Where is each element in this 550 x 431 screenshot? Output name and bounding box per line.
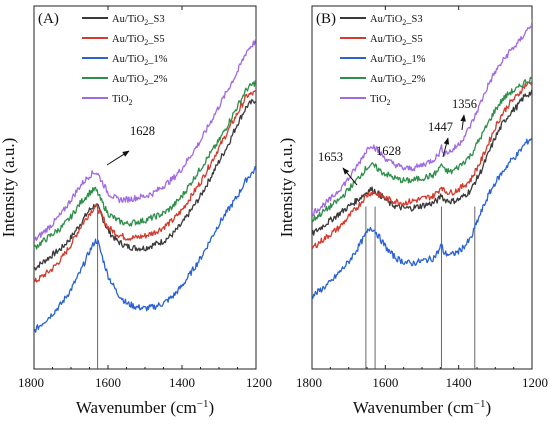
legend-label: Au/TiO2_2%	[112, 74, 168, 87]
legend-label: Au/TiO2_2%	[370, 74, 426, 87]
legend-label: Au/TiO2_S5	[370, 34, 423, 47]
x-tick-label: 1600	[372, 375, 398, 390]
series-line-Au/TiO2_S3	[34, 99, 256, 271]
x-tick-label: 1400	[169, 375, 195, 390]
series-line-TiO2	[34, 37, 256, 241]
annotation-1653: 1653	[318, 150, 343, 164]
series-line-Au/TiO2_2%	[34, 80, 256, 250]
panel-1: 1800 1600 1400 1200 Wavenumber (cm−1) Intensi…	[277, 5, 548, 417]
legend-label: Au/TiO2_S5	[112, 34, 165, 47]
legend-label: TiO2	[370, 94, 391, 107]
x-tick-label: 1200	[522, 375, 548, 390]
legend-label: Au/TiO2_S3	[370, 14, 423, 27]
series-group	[312, 20, 532, 300]
annotation-arrow	[442, 137, 450, 158]
x-tick-label: 1600	[95, 375, 121, 390]
series-line-Au/TiO2_1%	[34, 166, 256, 333]
annotation-1356: 1356	[452, 97, 477, 111]
legend-label: TiO2	[112, 94, 133, 107]
y-axis-label: Intensity (a.u.)	[277, 138, 296, 238]
series-line-Au/TiO2_S3	[312, 88, 532, 236]
series-group	[34, 37, 256, 333]
x-axis-label: Wavenumber (cm−1)	[76, 398, 214, 417]
legend: Au/TiO2_S3 Au/TiO2_S5 Au/TiO2_1% Au/TiO2_2%…	[340, 14, 426, 107]
legend-label: Au/TiO2_1%	[112, 54, 168, 67]
panel-0: 1800 1600 1400 1200 Wavenumber (cm−1) Intensi…	[0, 5, 272, 417]
series-line-Au/TiO2_S5	[34, 90, 256, 283]
series-line-Au/TiO2_1%	[312, 136, 532, 300]
legend-label: Au/TiO2_1%	[370, 54, 426, 67]
x-tick-label: 1800	[18, 375, 44, 390]
x-tick-label: 1200	[246, 375, 272, 390]
x-tick-label: 1400	[446, 375, 472, 390]
annotation-arrow	[106, 150, 130, 166]
legend: Au/TiO2_S3 Au/TiO2_S5 Au/TiO2_1% Au/TiO2_2%…	[82, 14, 168, 107]
annotation-1628: 1628	[376, 144, 401, 158]
series-line-Au/TiO2_2%	[312, 76, 532, 223]
series-line-TiO2	[312, 20, 532, 217]
series-line-Au/TiO2_S5	[312, 79, 532, 249]
y-axis-label: Intensity (a.u.)	[0, 138, 18, 238]
legend-label: Au/TiO2_S3	[112, 14, 165, 27]
x-axis-label: Wavenumber (cm−1)	[353, 398, 491, 417]
annotation-arrow	[342, 167, 358, 186]
annotation-1628: 1628	[130, 124, 155, 138]
x-tick-label: 1800	[296, 375, 322, 390]
annotation-1447: 1447	[428, 120, 453, 134]
annotation-arrow	[460, 114, 466, 131]
panel-label: (A)	[38, 11, 59, 27]
panel-label: (B)	[316, 11, 336, 27]
